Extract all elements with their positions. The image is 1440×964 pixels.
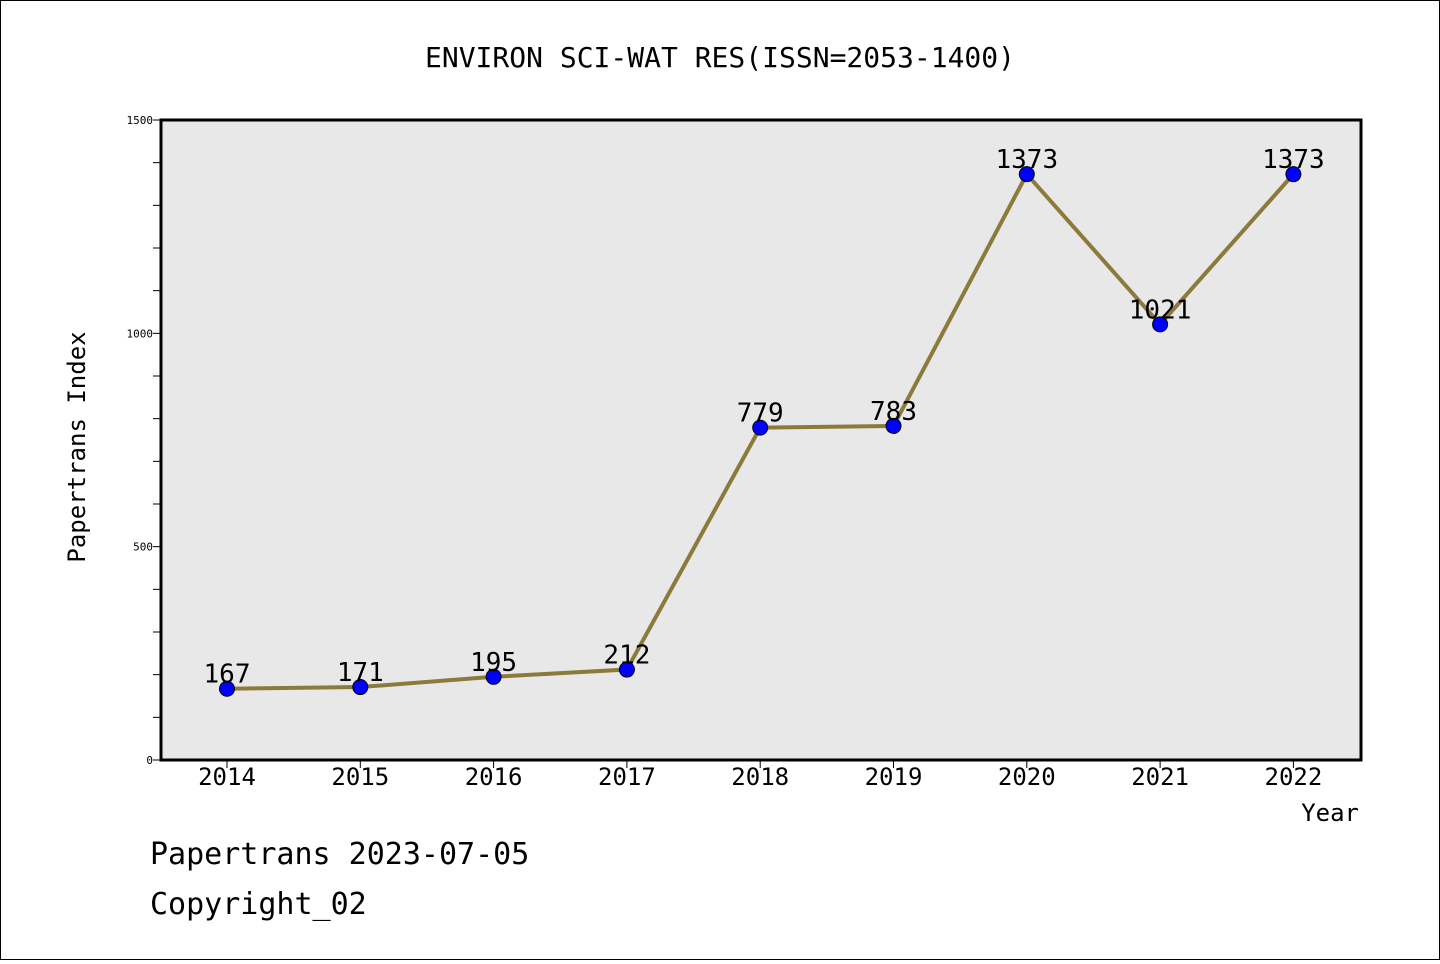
x-axis: 2014 2015 2016 2017 2018 2019 2020 2021 2022 [198,760,1322,791]
x-tick-label: 2015 [331,763,389,791]
y-tick-label: 0 [146,754,153,767]
footer-copyright: Copyright_02 [150,887,367,922]
data-label: 167 [204,660,251,690]
data-point [885,417,902,434]
data-label: 171 [337,658,384,688]
data-point [752,419,769,436]
data-label: 195 [470,648,517,678]
x-tick-label: 2021 [1131,763,1189,791]
data-labels: 167 171 195 212 779 783 1373 1021 1373 [204,145,1325,690]
data-label: 783 [870,397,917,427]
x-tick-label: 2019 [865,763,923,791]
data-label: 779 [737,399,784,429]
x-tick-label: 2016 [465,763,523,791]
data-point [219,680,235,697]
x-tick-label: 2014 [198,763,256,791]
y-axis-label: Papertrans Index [63,331,91,562]
y-tick-label: 1500 [127,114,154,127]
data-point [618,661,635,678]
plot-area [159,118,1363,762]
data-label: 212 [603,641,650,671]
y-tick-label: 500 [133,541,153,554]
x-axis-label: Year [1301,799,1359,827]
data-label: 1373 [995,145,1058,175]
series-line-group [219,166,1302,697]
data-point [485,668,502,685]
data-point [1285,166,1302,183]
x-tick-label: 2020 [998,763,1056,791]
chart-title: ENVIRON SCI-WAT RES(ISSN=2053-1400) [425,41,1015,74]
footer-date: Papertrans 2023-07-05 [150,837,529,872]
x-tick-label: 2022 [1265,763,1323,791]
y-tick-label: 1000 [127,327,154,340]
data-label: 1021 [1129,295,1192,325]
data-point [1018,166,1035,183]
data-point [352,679,369,696]
x-tick-label: 2018 [731,763,789,791]
data-point [1152,316,1169,333]
x-tick-label: 2017 [598,763,656,791]
data-label: 1373 [1262,145,1325,175]
y-axis: 0 500 1000 1500 [127,114,161,767]
